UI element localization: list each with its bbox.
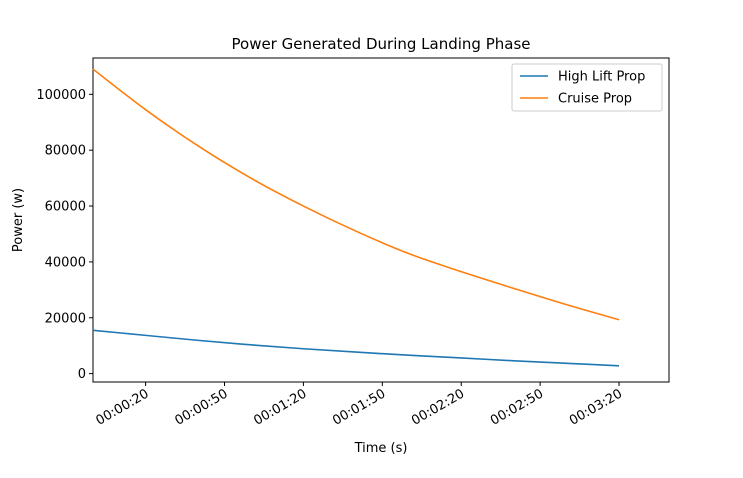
x-tick-label: 00:02:20 xyxy=(409,386,467,428)
x-tick-label: 00:00:50 xyxy=(172,386,230,428)
x-tick-label: 00:01:20 xyxy=(251,386,309,428)
series-layer xyxy=(92,68,620,367)
y-tick-label: 100000 xyxy=(36,88,86,103)
x-axis: 00:00:20 00:00:50 00:01:20 00:01:50 00:02:20… xyxy=(94,382,625,429)
series-line-2 xyxy=(92,68,620,321)
y-tick-label: 80000 xyxy=(45,144,86,159)
x-tick-label: 00:03:20 xyxy=(567,386,625,428)
legend-label: Cruise Prop xyxy=(558,92,632,107)
y-tick-label: 0 xyxy=(78,367,86,382)
x-tick-label: 00:02:50 xyxy=(488,386,546,428)
y-tick-label: 60000 xyxy=(45,200,86,215)
plot-frame xyxy=(92,57,670,383)
y-axis-label: Power (w) xyxy=(11,188,26,252)
legend-box xyxy=(511,63,663,112)
y-tick-label: 20000 xyxy=(45,311,86,326)
y-axis: 0 20000 40000 60000 80000 100000 xyxy=(36,88,93,382)
plot-area xyxy=(92,57,670,383)
y-tick-label: 40000 xyxy=(45,255,86,270)
x-tick-label: 00:01:50 xyxy=(330,386,388,428)
series-line-1 xyxy=(92,329,620,367)
legend: High Lift Prop Cruise Prop xyxy=(511,63,663,112)
x-axis-label: Time (s) xyxy=(354,441,408,456)
x-tick-label: 00:00:20 xyxy=(94,386,152,428)
chart-title: Power Generated During Landing Phase xyxy=(232,35,531,53)
legend-label: High Lift Prop xyxy=(558,70,645,85)
